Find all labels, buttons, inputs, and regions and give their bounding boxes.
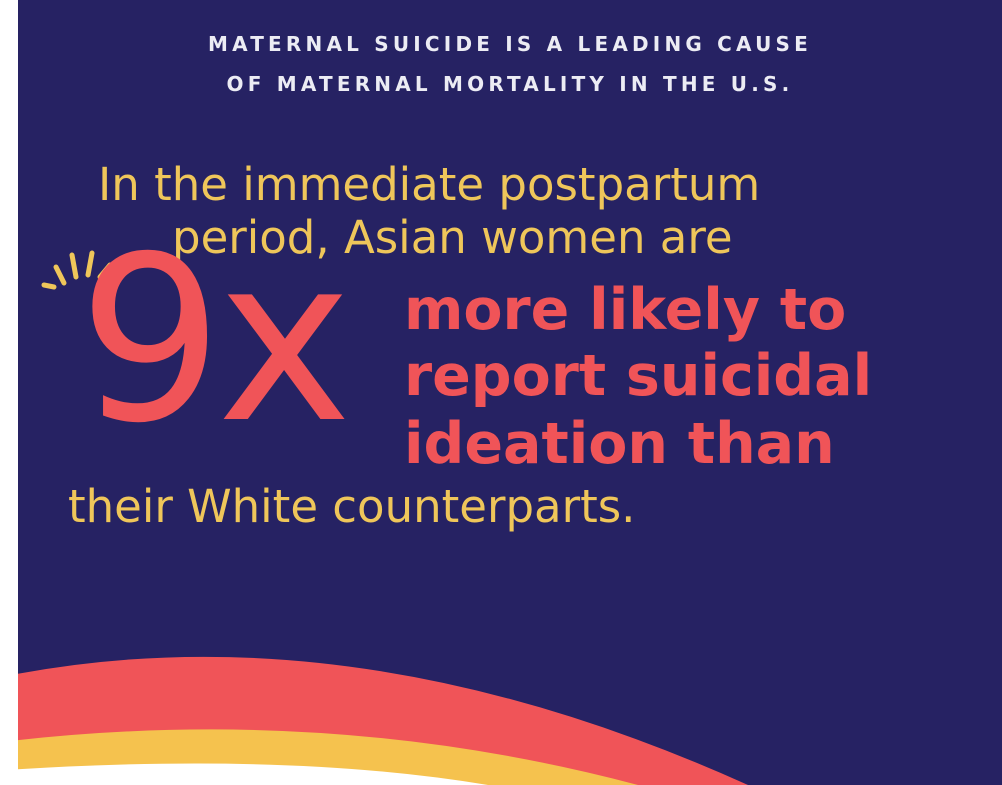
lead-line-1: In the immediate postpartum: [98, 158, 761, 211]
lead-line-2: period, Asian women are: [172, 211, 733, 264]
emphasis-line-3: ideation than: [404, 411, 835, 477]
sparkle-burst-icon: [41, 250, 113, 290]
header-line-1: MATERNAL SUICIDE IS A LEADING CAUSE: [207, 32, 813, 56]
infographic-poster: MATERNAL SUICIDE IS A LEADING CAUSE OF M…: [18, 0, 1002, 785]
multiplier-9x: 9x: [78, 207, 352, 473]
tail-line: their White counterparts.: [68, 480, 636, 533]
rainbow-arc: [18, 656, 748, 785]
emphasis-line-1: more likely to: [404, 277, 847, 343]
header-line-2: OF MATERNAL MORTALITY IN THE U.S.: [226, 72, 794, 96]
emphasis-line-2: report suicidal: [404, 343, 873, 409]
